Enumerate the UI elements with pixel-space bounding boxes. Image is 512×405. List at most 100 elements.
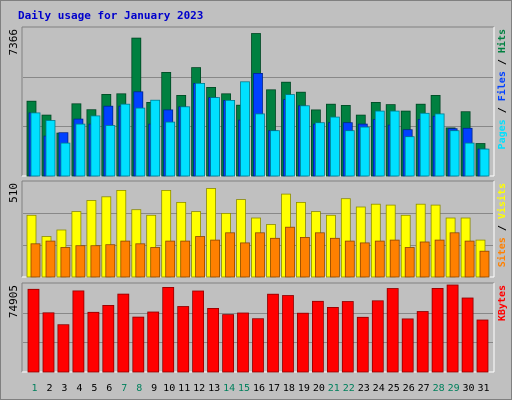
day-label-18: 18 (283, 383, 295, 394)
bar-kbytes-day-18 (282, 295, 294, 373)
day-label-21: 21 (328, 383, 340, 394)
bar-kbytes-day-21 (326, 306, 339, 373)
bar-kbytes-day-30 (461, 297, 474, 373)
ymax-label-hits-files-pages: 7366 (7, 29, 20, 56)
bar-kbytes-day-27 (416, 311, 429, 373)
bar-pages-day-8 (135, 107, 146, 177)
bar-pages-day-27 (419, 112, 430, 177)
bar-pages-day-22 (344, 130, 355, 177)
bar-pages-day-2 (45, 120, 56, 177)
bar-sites-day-9 (150, 247, 161, 278)
bar-sites-day-21 (329, 237, 340, 278)
day-label-29: 29 (448, 383, 460, 394)
bar-sites-day-19 (299, 236, 310, 278)
day-label-22: 22 (343, 383, 355, 394)
bar-sites-day-13 (210, 239, 221, 278)
series-label-visits: Visits (496, 183, 508, 219)
day-label-11: 11 (178, 383, 190, 394)
bar-pages-day-31 (479, 148, 490, 177)
day-label-24: 24 (373, 383, 385, 394)
day-label-15: 15 (238, 383, 250, 394)
bar-sites-day-10 (165, 240, 176, 278)
bar-pages-day-12 (195, 83, 206, 177)
day-label-27: 27 (418, 383, 430, 394)
ymax-label-visits-sites: 510 (7, 183, 20, 203)
day-label-4: 4 (76, 383, 82, 394)
bar-kbytes-day-20 (311, 300, 324, 373)
series-label-slash: / (497, 101, 508, 119)
bar-sites-day-1 (30, 243, 41, 278)
bar-sites-day-26 (404, 247, 415, 278)
bar-pages-day-16 (255, 113, 265, 177)
bar-pages-day-20 (314, 122, 325, 177)
bar-kbytes-day-25 (386, 288, 399, 373)
bar-kbytes-day-26 (401, 318, 414, 373)
bar-sites-day-4 (75, 245, 86, 278)
bar-pages-day-5 (90, 115, 101, 177)
bar-kbytes-day-22 (341, 301, 354, 373)
bar-kbytes-day-15 (237, 312, 249, 373)
series-label-sites: Sites (496, 237, 508, 267)
bar-sites-day-27 (419, 241, 430, 278)
bar-kbytes-day-2 (42, 312, 55, 373)
day-label-7: 7 (121, 383, 127, 394)
bar-sites-day-31 (479, 250, 490, 278)
bar-pages-day-28 (434, 113, 445, 177)
bar-pages-day-11 (180, 106, 191, 177)
bar-kbytes-day-31 (476, 319, 489, 373)
bar-sites-day-3 (60, 247, 71, 278)
bar-sites-day-17 (270, 237, 280, 278)
ymax-label-kbytes: 74905 (7, 285, 20, 318)
bar-pages-day-10 (165, 121, 176, 177)
bar-kbytes-day-6 (102, 304, 115, 373)
bar-kbytes-day-1 (27, 288, 40, 373)
bar-sites-day-22 (344, 240, 355, 278)
day-label-16: 16 (253, 383, 265, 394)
day-label-28: 28 (433, 383, 445, 394)
bar-pages-day-29 (449, 130, 460, 177)
bar-kbytes-day-16 (252, 318, 264, 373)
bar-pages-day-9 (150, 99, 161, 177)
bar-sites-day-6 (105, 244, 116, 278)
bar-pages-day-6 (105, 125, 116, 177)
series-label-files: Files (496, 71, 508, 101)
series-label-slash: / (497, 53, 508, 71)
bar-sites-day-28 (434, 239, 445, 278)
bar-sites-day-24 (374, 240, 385, 278)
bar-kbytes-day-11 (177, 306, 190, 373)
bar-kbytes-day-28 (431, 287, 444, 373)
bar-pages-day-14 (225, 100, 236, 177)
bar-pages-day-26 (404, 136, 415, 177)
bar-kbytes-day-12 (192, 290, 205, 373)
bar-kbytes-day-17 (267, 293, 279, 373)
bar-sites-day-2 (45, 240, 56, 278)
bar-pages-day-17 (270, 130, 280, 177)
bar-pages-day-18 (285, 94, 295, 177)
bar-sites-day-5 (90, 245, 101, 278)
bar-kbytes-day-9 (147, 311, 160, 373)
bar-kbytes-day-29 (446, 284, 459, 373)
series-label-hits: Hits (496, 29, 508, 53)
day-label-3: 3 (61, 383, 67, 394)
bar-sites-day-29 (449, 232, 460, 278)
bar-kbytes-day-24 (371, 300, 384, 373)
day-label-5: 5 (91, 383, 97, 394)
bar-kbytes-day-10 (162, 286, 175, 373)
bar-sites-day-18 (285, 226, 295, 278)
day-label-20: 20 (313, 383, 325, 394)
bar-sites-day-20 (314, 232, 325, 278)
bar-sites-day-25 (389, 239, 400, 278)
series-labels-hits-files-pages: Pages / Files / Hits (496, 29, 508, 149)
bar-kbytes-day-13 (207, 307, 220, 373)
bar-sites-day-15 (240, 242, 250, 278)
bar-kbytes-day-5 (87, 311, 100, 373)
bar-kbytes-day-3 (57, 324, 70, 373)
series-label-kbytes: KBytes (497, 285, 508, 321)
day-label-1: 1 (31, 383, 37, 394)
day-label-9: 9 (151, 383, 157, 394)
day-label-25: 25 (388, 383, 400, 394)
bar-kbytes-day-19 (296, 312, 309, 373)
day-label-12: 12 (193, 383, 205, 394)
